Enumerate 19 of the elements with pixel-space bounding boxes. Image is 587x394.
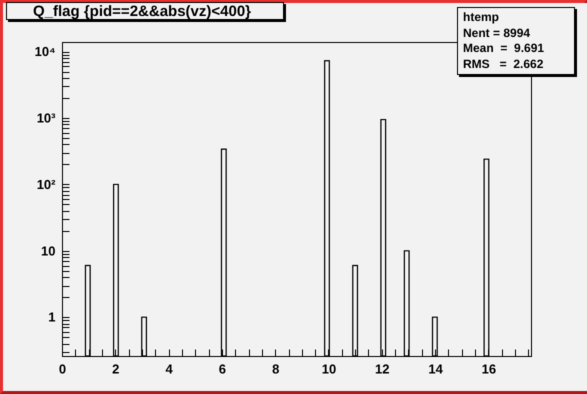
x-tick-label: 12 [375,362,390,376]
text: Nent = 8994 [463,26,532,41]
x-tick-label: 10 [322,362,336,376]
y-tick-label: 10³ [36,110,56,126]
y-tick-label: 10⁴ [34,44,56,60]
annotation: RMS = 2.662 [463,56,544,72]
x-tick-label: 2 [112,362,120,376]
x-tick-label: 8 [272,362,280,376]
y-tick-label: 1 [48,310,56,325]
annotation: Mean = 9.691 [463,41,546,56]
chart-title: Q_flag {pid==2&&abs(vz)<400} [6,2,284,20]
x-tick-label: 0 [58,362,66,376]
x-tick-label: 6 [218,362,226,376]
x-tick-label: 16 [482,362,496,376]
y-tick-label: 10 [41,243,56,258]
x-tick-label: 4 [165,362,174,376]
text: htemp [463,10,500,26]
y-tick-label: 10² [36,176,56,192]
x-tick-label: 14 [428,362,444,376]
